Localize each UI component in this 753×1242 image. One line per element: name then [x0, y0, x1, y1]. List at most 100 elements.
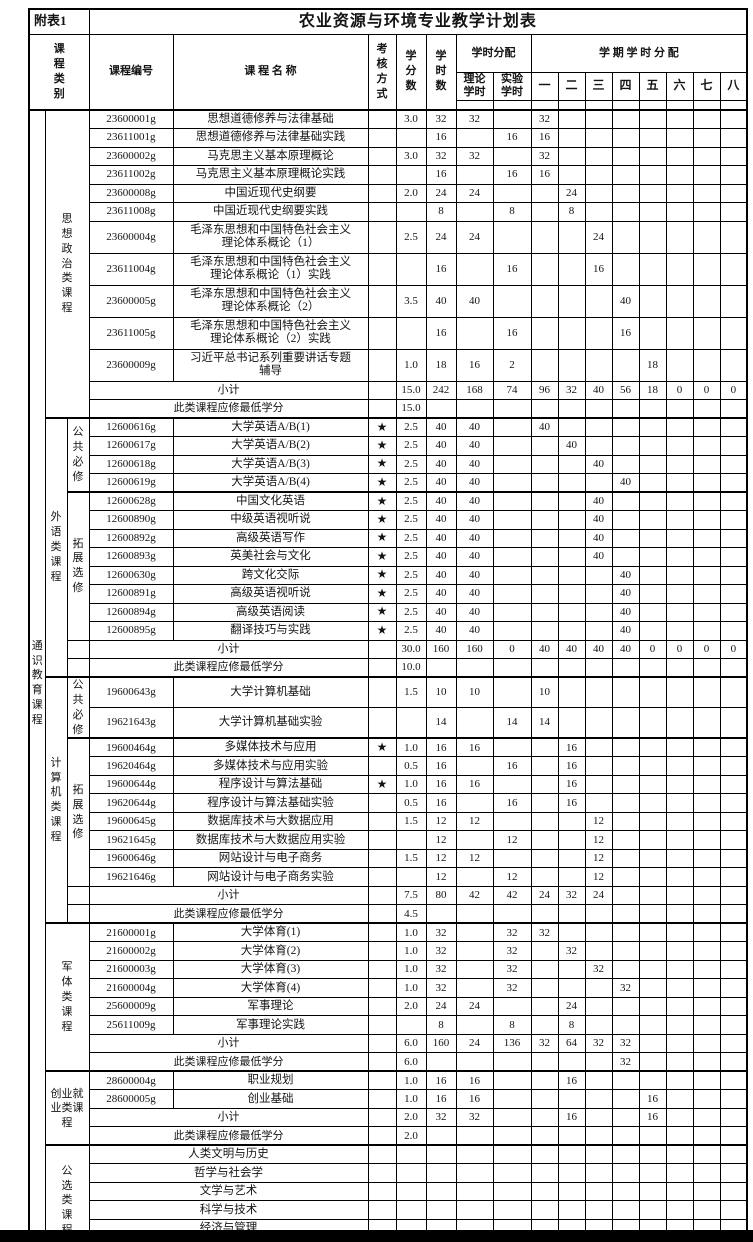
semester-5-cell — [638, 491, 667, 511]
semester-5-cell — [638, 707, 667, 739]
star-icon: ★ — [376, 456, 388, 471]
semester-2-cell — [557, 904, 586, 924]
semester-3-cell — [584, 1144, 613, 1165]
category-cell: 公选类课程 — [44, 1144, 90, 1242]
course-code-cell: 21600002g — [88, 941, 174, 961]
subtotal-row: 小计 6.0 160 24 136 32 64 32 32 — [29, 1033, 748, 1054]
category-cell: 创业就业类课程 — [44, 1070, 90, 1146]
course-row: 25600009g 军事理论 2.0 24 24 24 — [29, 996, 748, 1017]
credits-cell — [395, 830, 427, 850]
theory-hours-cell: 40 — [455, 602, 494, 622]
semester-5-cell — [638, 1052, 667, 1072]
semester-7-cell — [692, 399, 721, 419]
semester-8-cell — [719, 1107, 748, 1128]
course-row: 23611001g 思想道德修养与法律基础实践 16 16 16 — [29, 128, 748, 148]
semester-3-cell — [584, 109, 613, 129]
theory-hours-cell: 40 — [455, 528, 494, 548]
exp-hours-cell — [492, 774, 532, 795]
semester-4-cell: 32 — [611, 1033, 640, 1054]
theory-hours-cell — [455, 707, 494, 739]
semester-4-cell — [611, 658, 640, 678]
semester-3-cell — [584, 565, 613, 585]
course-code-cell: 12600890g — [88, 510, 174, 530]
exp-hours-cell — [492, 1089, 532, 1109]
assessment-star-cell: ★ — [367, 565, 397, 585]
semester-7-cell — [692, 941, 721, 961]
course-row: 文学与艺术 — [29, 1181, 748, 1202]
credits-cell: 6.0 — [395, 1033, 427, 1054]
assessment-cell — [367, 848, 397, 869]
subcategory-cell: 拓展选修 — [66, 737, 90, 887]
semester-8-cell — [719, 756, 748, 776]
semester-3-cell — [584, 793, 613, 813]
theory-hours-cell: 40 — [455, 417, 494, 437]
semester-4-cell — [611, 252, 640, 286]
semester-3-cell — [584, 737, 613, 758]
semester-7-cell — [692, 621, 721, 641]
exp-hours-cell — [492, 1070, 532, 1091]
semester-8-cell — [719, 1070, 748, 1091]
semester-8-cell — [719, 348, 748, 382]
semester-1-cell — [530, 1181, 559, 1202]
semester-4-cell — [611, 399, 640, 419]
category-cell-label: 思想政治类课程 — [61, 213, 73, 315]
semester-5-cell: 16 — [638, 1089, 667, 1109]
semester-1-cell — [530, 252, 559, 286]
semester-1-cell — [530, 348, 559, 382]
course-name-cell: 大学计算机基础实验 — [172, 707, 369, 739]
semester-7-cell — [692, 510, 721, 530]
semester-4-cell — [611, 1015, 640, 1035]
hours-cell: 40 — [425, 417, 457, 437]
credits-cell: 7.5 — [395, 885, 427, 906]
hours-cell: 12 — [425, 848, 457, 869]
semester-1-cell — [530, 996, 559, 1017]
semester-8-cell — [719, 510, 748, 530]
semester-5-cell — [638, 676, 667, 709]
course-code-cell: 19600644g — [88, 774, 174, 795]
semester-2-cell — [557, 399, 586, 419]
semester-3-cell: 40 — [584, 454, 613, 474]
semester-3-cell — [584, 1163, 613, 1183]
semester-8-cell — [719, 109, 748, 129]
theory-hours-cell: 40 — [455, 284, 494, 318]
assessment-star-cell: ★ — [367, 602, 397, 622]
semester-1-cell — [530, 621, 559, 641]
semester-5-cell — [638, 737, 667, 758]
semester-6-cell — [665, 417, 694, 437]
subcategory-cell-label: 公共必修 — [72, 679, 84, 736]
header-theory-label: 理论学时 — [463, 72, 486, 98]
exp-hours-cell — [492, 1181, 532, 1202]
exp-hours-cell — [492, 510, 532, 530]
exp-hours-cell: 8 — [492, 1015, 532, 1035]
semester-4-cell — [611, 811, 640, 832]
assessment-cell — [367, 284, 397, 318]
semester-1-cell — [530, 1052, 559, 1072]
semester-5-cell: 0 — [638, 639, 667, 659]
subcategory-empty-cell — [66, 639, 90, 659]
credits-cell: 1.0 — [395, 348, 427, 382]
exp-hours-cell: 74 — [492, 380, 532, 400]
semester-1-cell — [530, 528, 559, 548]
assessment-star-cell: ★ — [367, 491, 397, 511]
theory-hours-cell: 16 — [455, 348, 494, 382]
semester-7-cell — [692, 165, 721, 185]
course-row: 12600893g 英美社会与文化 ★ 2.5 40 40 40 — [29, 547, 748, 567]
course-name-cell: 中国近现代史纲要实践 — [172, 202, 369, 222]
credits-cell — [395, 1163, 427, 1183]
semester-4-cell — [611, 756, 640, 776]
header-row-1: 课程类别 课程编号 课 程 名 称 考核方式 学分数 学时数 学时分配 学 期 … — [28, 33, 748, 111]
semester-8-cell — [719, 128, 748, 148]
semester-7-cell — [692, 756, 721, 776]
semester-6-cell: 0 — [665, 639, 694, 659]
course-code-cell: 23611002g — [88, 165, 174, 185]
exp-hours-cell — [492, 602, 532, 622]
credits-cell: 2.5 — [395, 602, 427, 622]
exp-hours-cell — [492, 417, 532, 437]
semester-8-cell — [719, 811, 748, 832]
semester-4-cell: 40 — [611, 621, 640, 641]
semester-2-cell: 24 — [557, 996, 586, 1017]
appendix-label: 附表1 — [28, 8, 90, 35]
semester-7-cell — [692, 1033, 721, 1054]
credits-cell: 2.0 — [395, 183, 427, 203]
credits-cell: 1.5 — [395, 676, 427, 709]
